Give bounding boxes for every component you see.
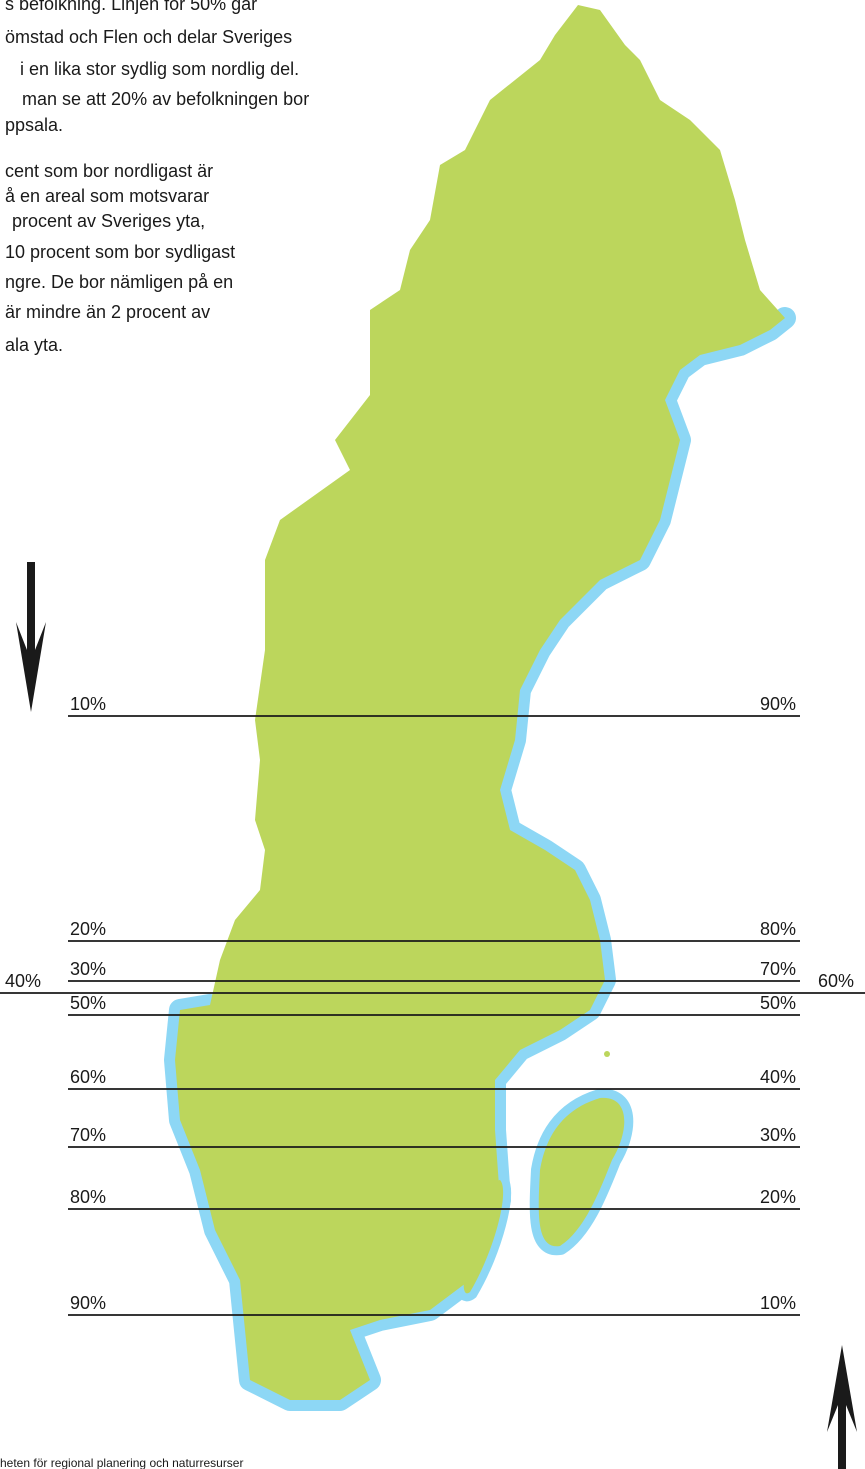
line-label-right: 20%	[760, 1187, 796, 1207]
paragraph-line: å en areal som motsvarar	[5, 186, 209, 206]
line-label-right: 80%	[760, 919, 796, 939]
paragraph-line: ngre. De bor nämligen på en	[5, 272, 233, 292]
line-label-left: 60%	[70, 1067, 106, 1087]
line-label-left: 50%	[70, 993, 106, 1013]
paragraph-line: ppsala.	[5, 115, 63, 135]
line-label-left: 70%	[70, 1125, 106, 1145]
paragraph-line: är mindre än 2 procent av	[5, 302, 210, 322]
line-label-left: 20%	[70, 919, 106, 939]
arrow-up	[827, 1345, 857, 1469]
line-label-right: 40%	[760, 1067, 796, 1087]
paragraph-line: 10 procent som bor sydligast	[5, 242, 235, 262]
paragraph-line: s befolkning. Linjen för 50% går	[5, 0, 257, 14]
arrow-down	[16, 562, 46, 712]
source-note: heten för regional planering och naturre…	[0, 1456, 243, 1469]
paragraph-line: man se att 20% av befolkningen bor	[22, 89, 309, 109]
line-label-left: 30%	[70, 959, 106, 979]
line-label-right: 60%	[818, 971, 854, 991]
line-label-left: 80%	[70, 1187, 106, 1207]
line-label-right: 30%	[760, 1125, 796, 1145]
line-label-left: 10%	[70, 694, 106, 714]
paragraph-line: ala yta.	[5, 335, 63, 355]
line-label-right: 90%	[760, 694, 796, 714]
line-label-left: 90%	[70, 1293, 106, 1313]
paragraph-line: i en lika stor sydlig som nordlig del.	[20, 59, 299, 79]
paragraph-line: ömstad och Flen och delar Sveriges	[5, 27, 292, 47]
line-label-right: 50%	[760, 993, 796, 1013]
line-label-right: 10%	[760, 1293, 796, 1313]
intro-text: s befolkning. Linjen för 50% går ömstad o…	[5, 0, 309, 355]
line-label-right: 70%	[760, 959, 796, 979]
map	[164, 5, 796, 1411]
sweden	[175, 5, 785, 1400]
population-lines: 10% 90% 20% 80% 30% 70% 40% 60% 50% 50% 60% 40% 70% 3…	[0, 694, 865, 1316]
island	[604, 1051, 610, 1057]
line-label-left: 40%	[5, 971, 41, 991]
paragraph-line: procent av Sveriges yta,	[12, 211, 205, 231]
paragraph-line: cent som bor nordligast är	[5, 161, 213, 181]
